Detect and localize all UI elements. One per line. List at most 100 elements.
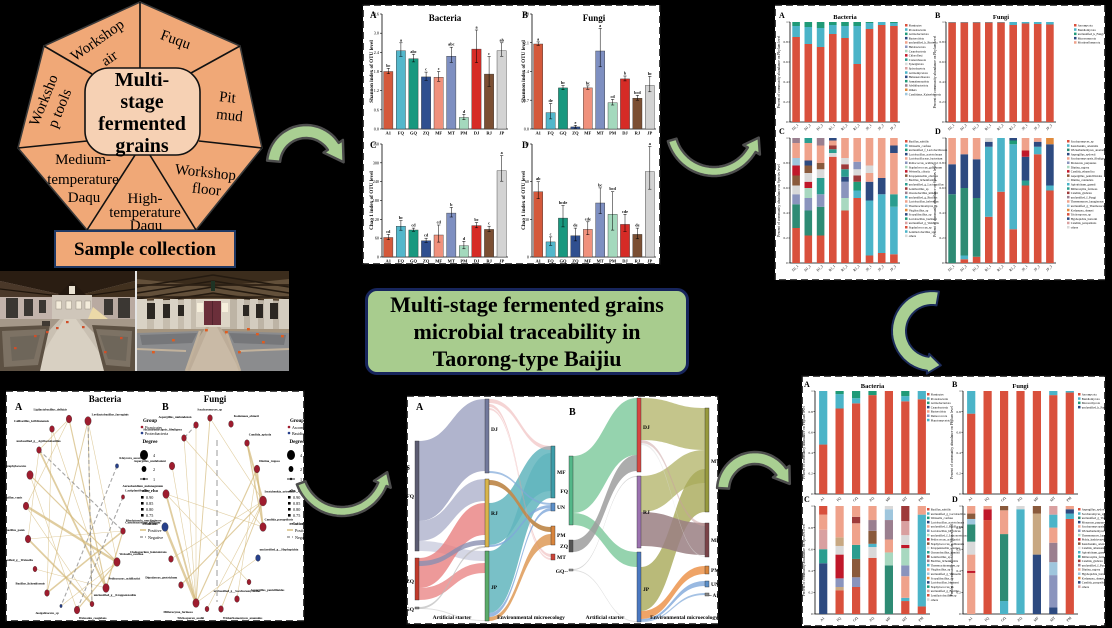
svg-text:Kluyvera_ascorbata: Kluyvera_ascorbata [119, 456, 146, 460]
svg-text:ZQ: ZQ [406, 579, 415, 585]
svg-text:Cladosporium_halotolerans: Cladosporium_halotolerans [130, 550, 168, 554]
svg-text:Negative: Negative [295, 535, 305, 540]
svg-text:e: e [574, 120, 576, 125]
svg-text:Pichia_kudriavzevii: Pichia_kudriavzevii [1082, 538, 1106, 542]
svg-text:Limosilactobacillus_vanis: Limosilactobacillus_vanis [5, 496, 23, 500]
svg-text:UN: UN [711, 582, 719, 588]
svg-text:a: a [475, 24, 478, 29]
svg-text:0: 0 [527, 255, 529, 260]
svg-text:bc: bc [648, 71, 652, 76]
svg-text:Bacteroidota: Bacteroidota [909, 36, 925, 40]
svg-text:JP_2: JP_2 [1033, 264, 1041, 272]
svg-text:MT: MT [448, 131, 455, 136]
svg-text:Firmicutes: Firmicutes [931, 393, 945, 397]
svg-text:Kodamaea_ohmeri: Kodamaea_ohmeri [1082, 576, 1105, 580]
svg-text:0.2: 0.2 [957, 472, 962, 476]
svg-text:Lentibacillus_sp: Lentibacillus_sp [909, 187, 929, 191]
svg-text:JP_3: JP_3 [889, 264, 897, 272]
svg-text:Actinobacteriota: Actinobacteriota [931, 401, 952, 405]
svg-text:RJ_2: RJ_2 [840, 264, 848, 272]
svg-text:PM: PM [609, 131, 617, 136]
svg-text:60: 60 [375, 236, 379, 241]
svg-text:PM: PM [557, 533, 566, 539]
svg-text:Environmental microecology: Environmental microecology [497, 615, 565, 621]
svg-text:Basidiomycota: Basidiomycota [1078, 28, 1097, 32]
svg-text:Weissella_confusa: Weissella_confusa [119, 552, 143, 556]
svg-text:0.6: 0.6 [784, 60, 789, 64]
svg-text:JP_1: JP_1 [1021, 123, 1029, 131]
svg-text:PM: PM [918, 495, 925, 502]
svg-text:Monascus_purpureus: Monascus_purpureus [1071, 161, 1097, 165]
svg-text:unclassified_g_Weissella: unclassified_g_Weissella [909, 221, 940, 225]
svg-text:bcd: bcd [634, 90, 641, 95]
svg-text:Weissella_cibaria: Weissella_cibaria [909, 170, 931, 174]
svg-text:unclassified_k_Bacteria: unclassified_k_Bacteria [909, 41, 938, 45]
svg-text:Pediococcus_acidilactici: Pediococcus_acidilactici [108, 577, 140, 581]
svg-text:FQ: FQ [560, 489, 568, 495]
svg-text:Weissella_confusa: Weissella_confusa [909, 144, 932, 148]
svg-text:A1: A1 [535, 259, 541, 264]
svg-text:c: c [438, 66, 440, 71]
svg-text:unclassified_g__Hyphopichia: unclassified_g__Hyphopichia [260, 548, 299, 552]
svg-text:B: B [935, 11, 941, 20]
svg-text:0.85: 0.85 [293, 501, 300, 506]
svg-text:DJ_3: DJ_3 [816, 123, 824, 131]
svg-text:1: 1 [959, 504, 961, 508]
svg-text:Wickerhamomyces_anomalus: Wickerhamomyces_anomalus [223, 616, 263, 620]
svg-text:1.8: 1.8 [374, 69, 379, 74]
svg-text:MT: MT [901, 615, 908, 622]
svg-text:UN: UN [557, 505, 565, 511]
svg-text:0.2: 0.2 [784, 100, 789, 104]
svg-text:bcde: bcde [559, 200, 568, 205]
svg-text:Percent of community abundance: Percent of community abundance on Phylum… [933, 36, 937, 109]
svg-text:unclassified_f_Lactobacillacea: unclassified_f_Lactobacillaceae [909, 148, 948, 152]
svg-text:0.75: 0.75 [293, 513, 300, 518]
svg-text:FQ: FQ [984, 496, 990, 502]
svg-text:30: 30 [525, 217, 529, 222]
svg-text:JP_2: JP_2 [1033, 123, 1041, 131]
svg-text:Percent of community abundance: Percent of community abundance on Phylum… [777, 36, 781, 109]
svg-text:Group: Group [290, 419, 304, 424]
svg-text:A1: A1 [386, 131, 392, 136]
svg-text:RJ: RJ [491, 511, 498, 517]
svg-text:Mucoromycota: Mucoromycota [1078, 36, 1097, 40]
svg-text:unclassified_g__Kroppenstedtia: unclassified_g__Kroppenstedtia [94, 593, 137, 597]
svg-text:300: 300 [373, 160, 379, 165]
svg-text:0: 0 [942, 261, 944, 265]
svg-text:bc: bc [474, 217, 478, 222]
svg-text:Candida_glabrata: Candida_glabrata [1071, 191, 1093, 195]
svg-text:B: B [569, 407, 576, 418]
svg-text:Thermoactinomyces_sp: Thermoactinomyces_sp [909, 204, 938, 208]
svg-text:0.0: 0.0 [524, 127, 529, 132]
svg-text:0.8: 0.8 [784, 40, 789, 44]
svg-text:a: a [599, 23, 602, 28]
svg-text:D: D [935, 127, 941, 136]
svg-text:MF: MF [1033, 496, 1040, 503]
svg-text:Aspergillus_sydowii: Aspergillus_sydowii [1071, 152, 1096, 156]
svg-text:2.8: 2.8 [524, 12, 529, 17]
svg-text:A1: A1 [968, 616, 974, 622]
svg-text:Diutina_rugosa: Diutina_rugosa [1082, 568, 1101, 572]
svg-text:unclassified_g_Weissella: unclassified_g_Weissella [931, 572, 962, 576]
svg-text:unclassified_f_Leuconostocacea: unclassified_f_Leuconostocaceae [931, 533, 972, 537]
svg-text:MF: MF [1033, 616, 1040, 623]
svg-text:Fungi: Fungi [583, 13, 606, 23]
svg-text:0: 0 [959, 492, 961, 496]
svg-text:S: S [406, 464, 410, 472]
svg-text:Candidatus_Kaiserbacteria: Candidatus_Kaiserbacteria [909, 92, 942, 96]
svg-text:0.2: 0.2 [940, 236, 945, 240]
svg-text:Proteobacteria: Proteobacteria [145, 431, 168, 436]
svg-text:PM: PM [609, 259, 617, 264]
svg-text:Artificial starter: Artificial starter [586, 615, 625, 621]
svg-text:Lactobacillus_acetotolerans: Lactobacillus_acetotolerans [931, 520, 965, 524]
svg-text:Issatchenkia_orientalis: Issatchenkia_orientalis [265, 490, 296, 494]
svg-text:0.4: 0.4 [809, 451, 814, 455]
svg-text:RJ_1: RJ_1 [828, 264, 836, 272]
svg-text:others: others [931, 598, 939, 602]
svg-text:C: C [370, 140, 377, 150]
svg-text:Hyphopichia_burtonii: Hyphopichia_burtonii [1082, 572, 1106, 576]
svg-text:Firmicutes: Firmicutes [909, 24, 923, 28]
svg-text:Percent of community abundance: Percent of community abundance on Specie… [933, 164, 937, 236]
svg-text:b: b [624, 71, 627, 76]
svg-text:0.80: 0.80 [293, 507, 300, 512]
